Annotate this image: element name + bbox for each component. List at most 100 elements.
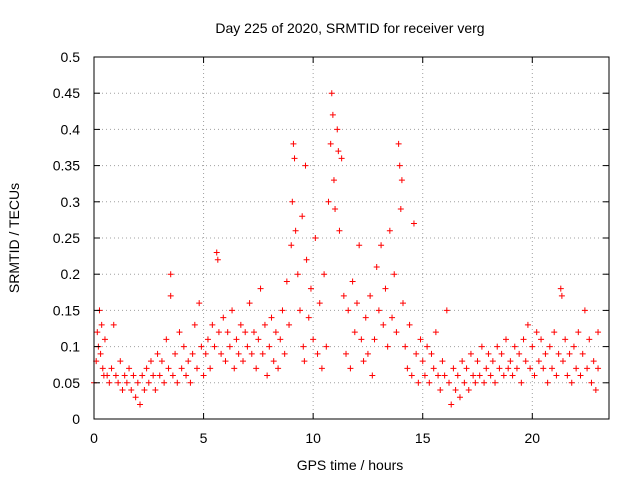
data-point xyxy=(289,198,296,205)
data-point xyxy=(415,379,422,386)
data-point xyxy=(382,285,389,292)
x-tick-label: 0 xyxy=(90,430,98,446)
data-point xyxy=(369,372,376,379)
data-point xyxy=(334,126,341,133)
data-point xyxy=(478,343,485,350)
data-point xyxy=(279,307,286,314)
data-point xyxy=(551,329,558,336)
data-point xyxy=(112,372,119,379)
data-point xyxy=(174,379,181,386)
data-point xyxy=(115,379,122,386)
data-point xyxy=(187,379,194,386)
data-point xyxy=(233,336,240,343)
data-point xyxy=(165,365,172,372)
data-point xyxy=(198,343,205,350)
data-point xyxy=(176,329,183,336)
data-point xyxy=(487,372,494,379)
data-point xyxy=(349,278,356,285)
data-point xyxy=(356,242,363,249)
data-point xyxy=(426,379,433,386)
data-point xyxy=(410,220,417,227)
data-point xyxy=(259,350,266,357)
chart-title: Day 225 of 2020, SRMTID for receiver ver… xyxy=(215,20,484,36)
data-point xyxy=(325,198,332,205)
y-tick-label: 0.05 xyxy=(53,375,80,391)
data-point xyxy=(577,372,584,379)
data-point xyxy=(286,321,293,328)
data-point xyxy=(246,300,253,307)
data-point xyxy=(257,285,264,292)
data-point xyxy=(328,90,335,97)
data-point xyxy=(496,365,503,372)
data-point xyxy=(584,365,591,372)
data-point xyxy=(202,350,209,357)
data-point xyxy=(270,358,277,365)
data-point xyxy=(516,350,523,357)
data-point xyxy=(371,336,378,343)
data-point xyxy=(564,372,571,379)
data-point xyxy=(380,321,387,328)
data-point xyxy=(575,329,582,336)
data-point xyxy=(156,372,163,379)
data-point xyxy=(242,329,249,336)
data-point xyxy=(588,379,595,386)
data-point xyxy=(229,307,236,314)
data-point xyxy=(595,329,602,336)
data-point xyxy=(277,336,284,343)
y-tick-label: 0.3 xyxy=(61,194,81,210)
data-point xyxy=(299,213,306,220)
data-point xyxy=(375,307,382,314)
data-point xyxy=(329,111,336,118)
data-point xyxy=(481,379,488,386)
data-point xyxy=(310,336,317,343)
axis-ticks xyxy=(93,56,609,420)
data-point xyxy=(404,365,411,372)
data-point xyxy=(126,365,133,372)
data-point xyxy=(558,292,565,299)
data-point xyxy=(139,372,146,379)
data-point xyxy=(185,358,192,365)
data-point xyxy=(244,343,251,350)
data-point xyxy=(500,372,507,379)
data-point xyxy=(579,350,586,357)
data-point xyxy=(200,372,207,379)
data-point xyxy=(275,365,282,372)
data-point xyxy=(143,365,150,372)
y-tick-label: 0.25 xyxy=(53,230,80,246)
data-point xyxy=(507,358,514,365)
data-point xyxy=(101,336,108,343)
data-point xyxy=(215,329,222,336)
y-tick-label: 0.45 xyxy=(53,85,80,101)
data-point xyxy=(498,350,505,357)
data-point xyxy=(586,336,593,343)
data-point xyxy=(307,285,314,292)
data-point xyxy=(314,350,321,357)
data-point xyxy=(503,336,509,343)
data-point xyxy=(106,379,113,386)
data-point xyxy=(99,365,106,372)
data-point xyxy=(204,336,211,343)
data-point xyxy=(266,343,273,350)
data-point xyxy=(353,300,360,307)
data-point xyxy=(253,365,260,372)
data-point xyxy=(358,336,365,343)
data-point xyxy=(454,372,461,379)
data-point xyxy=(183,372,190,379)
data-point xyxy=(568,379,575,386)
data-point xyxy=(396,162,403,169)
data-point xyxy=(167,271,174,278)
data-point xyxy=(509,372,516,379)
data-point xyxy=(452,387,459,394)
data-point xyxy=(94,329,101,336)
data-point xyxy=(301,358,308,365)
data-point xyxy=(533,329,540,336)
data-point xyxy=(518,379,525,386)
data-point xyxy=(132,394,139,401)
data-point xyxy=(178,365,185,372)
data-point xyxy=(538,336,545,343)
data-point xyxy=(402,343,409,350)
data-point xyxy=(535,358,542,365)
data-point xyxy=(318,365,325,372)
data-point xyxy=(463,365,470,372)
data-point xyxy=(461,379,468,386)
